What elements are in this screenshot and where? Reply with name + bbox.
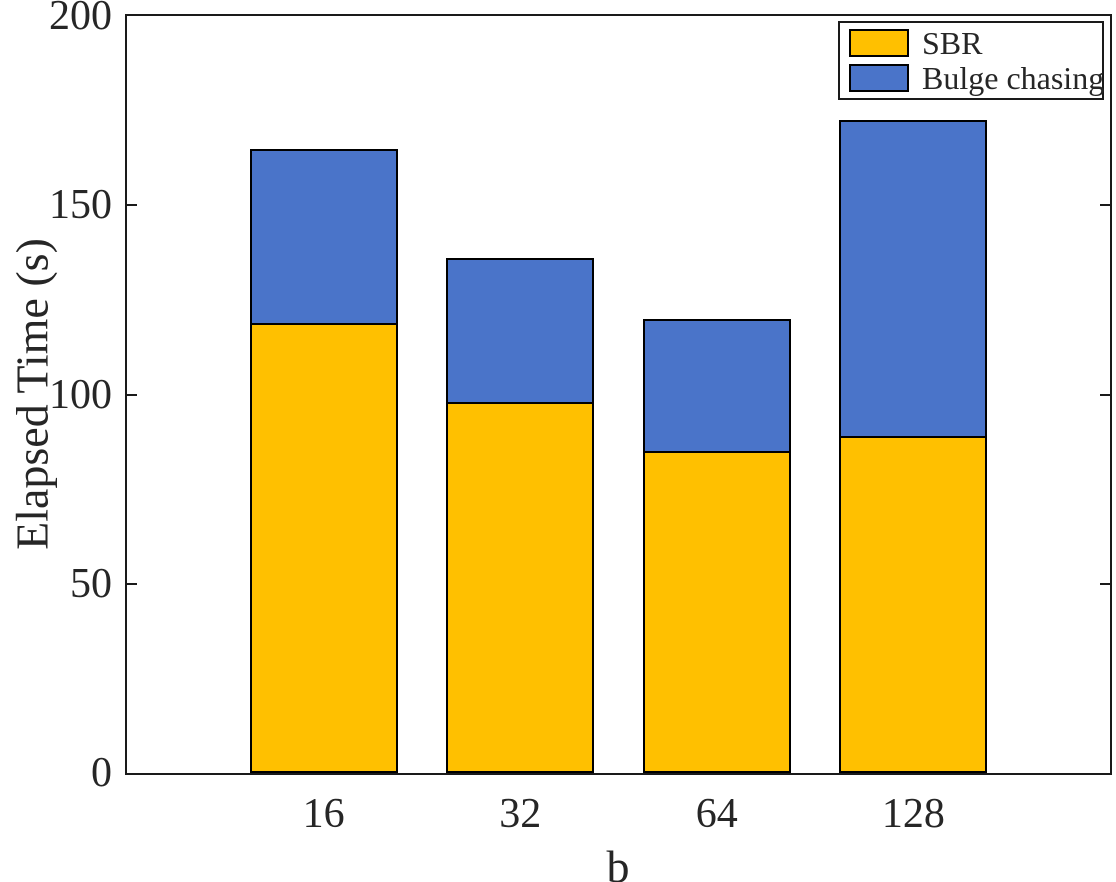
legend: SBR Bulge chasing <box>838 21 1104 100</box>
plot-area <box>125 14 1112 775</box>
legend-item-bulge-chasing: Bulge chasing <box>849 60 1105 97</box>
bar-segment-sbr-32 <box>446 402 595 773</box>
y-tick-mark-right-50 <box>1100 582 1110 585</box>
y-tick-mark-right-100 <box>1100 393 1110 396</box>
bar-segment-bulge-chasing-16 <box>249 149 398 323</box>
y-tick-label-200: 200 <box>49 0 112 39</box>
y-tick-label-150: 150 <box>49 182 112 229</box>
y-tick-mark-left-50 <box>127 582 137 585</box>
x-tick-label-16: 16 <box>302 791 345 837</box>
legend-item-sbr: SBR <box>849 27 1102 59</box>
bar-segment-sbr-128 <box>839 436 988 773</box>
bar-segment-bulge-chasing-32 <box>446 258 595 402</box>
y-tick-label-0: 0 <box>91 750 112 796</box>
bar-segment-sbr-16 <box>249 323 398 773</box>
x-tick-label-32: 32 <box>499 791 542 837</box>
legend-label-sbr: SBR <box>922 24 983 61</box>
legend-swatch-bulge-chasing <box>849 64 909 93</box>
y-tick-mark-right-150 <box>1100 204 1110 207</box>
bar-segment-bulge-chasing-128 <box>839 120 988 436</box>
legend-swatch-sbr <box>849 28 909 57</box>
bar-segment-bulge-chasing-64 <box>642 319 791 451</box>
bar-segment-sbr-64 <box>642 451 791 773</box>
legend-label-bulge-chasing: Bulge chasing <box>922 60 1105 97</box>
x-tick-label-128: 128 <box>881 791 945 837</box>
y-tick-label-50: 50 <box>70 560 112 607</box>
y-tick-label-100: 100 <box>49 371 112 418</box>
x-axis-label: b <box>606 841 630 882</box>
x-tick-label-64: 64 <box>695 791 738 837</box>
y-tick-mark-left-100 <box>127 393 137 396</box>
y-tick-mark-left-150 <box>127 204 137 207</box>
